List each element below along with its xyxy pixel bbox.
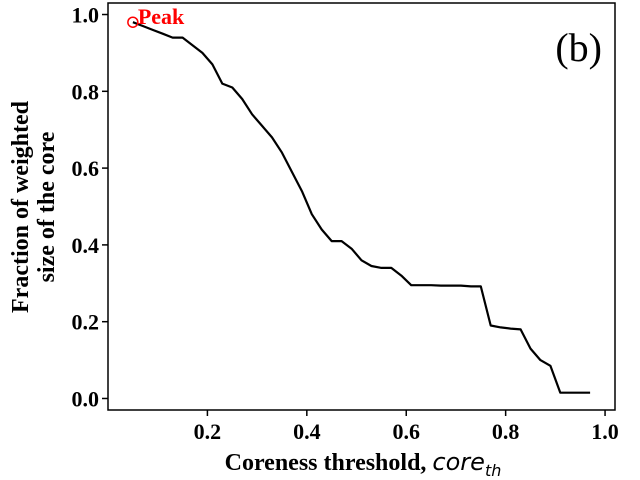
- x-axis-label: Coreness threshold, coreth: [225, 448, 502, 480]
- y-axis-label-line-2: size of the core: [34, 131, 60, 282]
- series-line-core-fraction: [132, 21, 591, 394]
- y-tick-label: 0.8: [72, 79, 100, 104]
- plot-area: Peak: [127, 4, 591, 394]
- x-axis-label-text: Coreness threshold,: [225, 450, 433, 476]
- x-tick-label: 0.2: [194, 419, 222, 444]
- x-tick-label: 0.6: [392, 419, 420, 444]
- x-axis-ticks: 0.2 0.4 0.6 0.8 1.0: [194, 410, 619, 444]
- y-tick-label: 0.2: [72, 310, 100, 335]
- x-tick-label: 0.8: [492, 419, 520, 444]
- x-tick-label: 1.0: [591, 419, 619, 444]
- y-tick-label: 0.0: [72, 386, 100, 411]
- axes-frame: [107, 2, 616, 411]
- peak-annotation-label: Peak: [138, 4, 185, 29]
- x-axis-label-math: core: [432, 448, 485, 476]
- x-axis-label-subscript: th: [485, 461, 501, 480]
- y-tick-label: 0.6: [72, 156, 100, 181]
- y-axis-ticks: 0.0 0.2 0.4 0.6 0.8 1.0: [72, 3, 108, 411]
- peak-marker: [127, 16, 139, 28]
- panel-label: (b): [555, 25, 602, 70]
- y-tick-label: 1.0: [72, 3, 100, 28]
- x-tick-label: 0.4: [293, 419, 321, 444]
- y-tick-label: 0.4: [72, 233, 100, 258]
- y-axis-label-line-1: Fraction of weighted: [8, 100, 34, 313]
